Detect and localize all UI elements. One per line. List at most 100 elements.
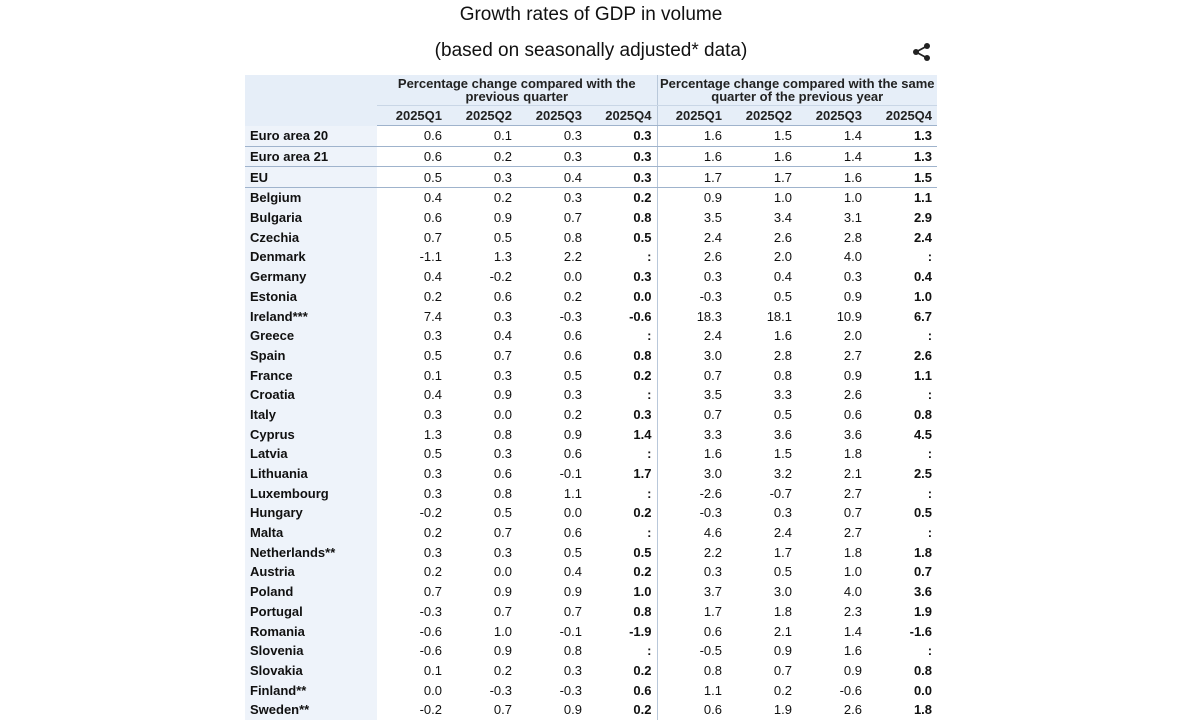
table-row: Germany 0.4 -0.2 0.0 0.3 0.3 0.4 0.3 0.4 xyxy=(245,266,937,287)
cell-value: 1.6 xyxy=(797,166,867,189)
cell-value: 1.8 xyxy=(773,603,792,619)
cell-value: 1.6 xyxy=(773,328,792,344)
column-header: 2025Q4 xyxy=(867,105,938,126)
cell-value: : xyxy=(927,485,933,501)
row-label: Lithuania xyxy=(245,463,377,484)
cell-value: 4.0 xyxy=(843,249,862,265)
cell-value: 0.6 xyxy=(423,210,442,226)
cell-value: 0.2 xyxy=(633,190,652,206)
cell-value: -0.2 xyxy=(419,702,442,718)
cell-value: 0.3 xyxy=(587,125,657,147)
cell-value: 0.3 xyxy=(493,367,512,383)
table-row: Sweden** -0.2 0.7 0.9 0.2 0.6 1.9 2.6 1.8 xyxy=(245,699,937,720)
cell-value: 1.7 xyxy=(773,544,792,560)
cell-value: 1.4 xyxy=(843,623,862,639)
cell-value: : xyxy=(927,643,933,659)
cell-value: 0.0 xyxy=(563,269,582,285)
cell-value: 3.6 xyxy=(773,426,792,442)
cell-value: 0.3 xyxy=(423,466,442,482)
cell-value: 1.4 xyxy=(797,125,867,147)
row-label: Slovenia xyxy=(245,640,377,661)
cell-value: 1.5 xyxy=(867,166,938,189)
cell-value: -2.6 xyxy=(656,483,727,504)
cell-value: 2.4 xyxy=(773,525,792,541)
cell-value: 2.8 xyxy=(773,347,792,363)
cell-value: 0.0 xyxy=(633,288,652,304)
cell-value: 3.4 xyxy=(773,210,792,226)
row-label: Sweden** xyxy=(245,699,377,720)
cell-value: 0.3 xyxy=(843,269,862,285)
column-header: 2025Q1 xyxy=(377,105,447,126)
cell-value: 1.8 xyxy=(913,544,933,560)
cell-value: 0.5 xyxy=(773,288,792,304)
cell-value: 0.7 xyxy=(423,229,442,245)
cell-value: 0.4 xyxy=(773,269,792,285)
cell-value: 7.4 xyxy=(423,308,442,324)
cell-value: 0.3 xyxy=(563,387,582,403)
table-row: Romania -0.6 1.0 -0.1 -1.9 0.6 2.1 1.4 -1.6 xyxy=(245,621,937,641)
cell-value: 0.8 xyxy=(563,229,582,245)
cell-value: 1.8 xyxy=(843,446,862,462)
column-header: 2025Q2 xyxy=(447,105,517,126)
row-label: Denmark xyxy=(245,247,377,267)
cell-value: 1.0 xyxy=(633,584,652,600)
cell-value: 0.2 xyxy=(633,702,652,718)
table-row: Spain 0.5 0.7 0.6 0.8 3.0 2.8 2.7 2.6 xyxy=(245,345,937,366)
table-row: Belgium 0.4 0.2 0.3 0.2 0.9 1.0 1.0 1.1 xyxy=(245,187,937,208)
cell-value: 0.2 xyxy=(563,406,582,422)
row-label: Euro area 20 xyxy=(245,125,377,147)
cell-value: -0.2 xyxy=(489,269,512,285)
cell-value: 2.6 xyxy=(913,347,933,363)
cell-value: 1.6 xyxy=(656,146,727,168)
cell-value: 1.3 xyxy=(867,146,938,168)
cell-value: 0.9 xyxy=(843,662,862,678)
cell-value: 0.3 xyxy=(493,544,512,560)
cell-value: 3.7 xyxy=(656,581,727,602)
row-label: Euro area 21 xyxy=(245,146,377,168)
row-label: Finland** xyxy=(245,680,377,700)
cell-value: 0.9 xyxy=(563,426,582,442)
cell-value: 0.1 xyxy=(447,125,517,147)
table-row: Estonia 0.2 0.6 0.2 0.0 -0.3 0.5 0.9 1.0 xyxy=(245,286,937,307)
cell-value: 1.0 xyxy=(843,190,862,206)
column-header: 2025Q3 xyxy=(517,105,587,126)
cell-value: : xyxy=(647,328,652,344)
cell-value: 3.3 xyxy=(773,387,792,403)
cell-value: 1.4 xyxy=(633,426,652,442)
table-row: Austria 0.2 0.0 0.4 0.2 0.3 0.5 1.0 0.7 xyxy=(245,562,937,582)
column-header: 2025Q1 xyxy=(656,105,727,126)
cell-value: 0.5 xyxy=(423,446,442,462)
cell-value: 0.2 xyxy=(493,190,512,206)
cell-value: 0.9 xyxy=(493,584,512,600)
table-row: Slovakia 0.1 0.2 0.3 0.2 0.8 0.7 0.9 0.8 xyxy=(245,660,937,681)
cell-value: : xyxy=(927,387,933,403)
cell-value: 0.6 xyxy=(563,347,582,363)
row-label: Bulgaria xyxy=(245,207,377,228)
table-row: Lithuania 0.3 0.6 -0.1 1.7 3.0 3.2 2.1 2.5 xyxy=(245,463,937,484)
cell-value: 0.7 xyxy=(423,584,442,600)
cell-value: 0.3 xyxy=(517,125,587,147)
cell-value: 1.6 xyxy=(656,125,727,147)
cell-value: 0.3 xyxy=(423,544,442,560)
cell-value: 1.7 xyxy=(656,166,727,189)
cell-value: 0.8 xyxy=(493,426,512,442)
cell-value: 0.5 xyxy=(493,505,512,521)
cell-value: -0.3 xyxy=(419,603,442,619)
header-group-row: Percentage change compared with the prev… xyxy=(245,75,938,126)
cell-value: 3.5 xyxy=(656,384,727,405)
cell-value: 1.7 xyxy=(656,601,727,622)
cell-value: 1.9 xyxy=(913,603,933,619)
row-label: Italy xyxy=(245,404,377,425)
row-label: Romania xyxy=(245,621,377,641)
share-button[interactable] xyxy=(912,42,932,62)
table-row: Ireland*** 7.4 0.3 -0.3 -0.6 18.3 18.1 10.9 6.7 xyxy=(245,306,937,326)
cell-value: 1.1 xyxy=(913,190,933,206)
row-label: Ireland*** xyxy=(245,306,377,326)
row-label: Netherlands** xyxy=(245,542,377,563)
cell-value: 18.3 xyxy=(656,306,727,326)
table-row: Czechia 0.7 0.5 0.8 0.5 2.4 2.6 2.8 2.4 xyxy=(245,227,937,248)
cell-value: 0.0 xyxy=(493,564,512,580)
cell-value: 0.8 xyxy=(633,603,652,619)
cell-value: 1.6 xyxy=(843,643,862,659)
cell-value: 1.6 xyxy=(727,146,797,168)
